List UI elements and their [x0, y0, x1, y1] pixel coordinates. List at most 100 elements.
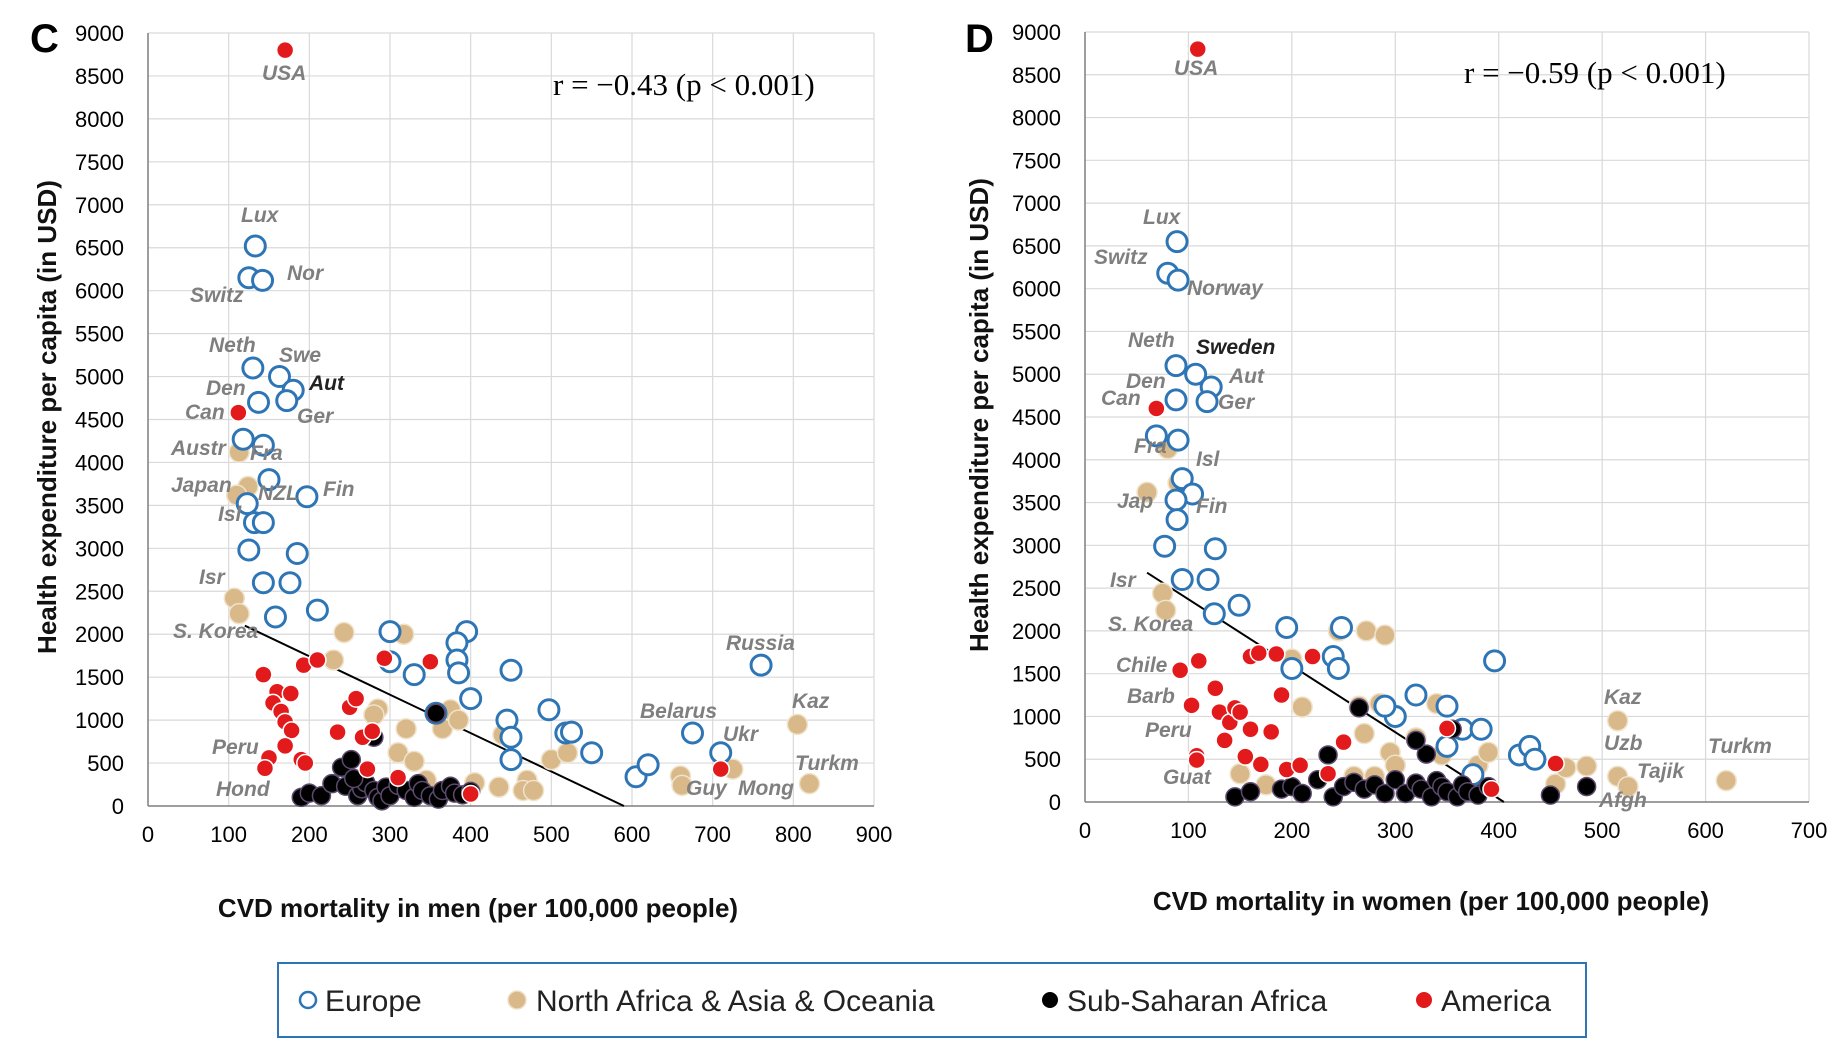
x-tick-label: 100: [210, 822, 247, 847]
y-tick-label: 2500: [1012, 576, 1061, 601]
point-north-africa-asia-oceania: [1353, 722, 1376, 745]
label-guat: Guat: [1163, 766, 1212, 789]
y-tick-label: 7500: [1012, 148, 1061, 173]
y-tick-label: 500: [1024, 747, 1061, 772]
point-north-africa-asia-oceania: [1715, 769, 1738, 792]
y-tick-label: 5000: [75, 365, 124, 390]
point-europe: [1144, 424, 1168, 448]
label-can: Can: [1101, 387, 1141, 410]
y-tick-label: 3500: [1012, 491, 1061, 516]
point-north-africa-asia-oceania: [798, 772, 821, 795]
y-tick-label: 2000: [75, 622, 124, 647]
point-europe: [1227, 593, 1251, 617]
point-america: [1261, 722, 1281, 742]
label-barb: Barb: [1127, 685, 1175, 708]
y-tick-label: 6500: [75, 236, 124, 261]
point-america: [1267, 644, 1286, 664]
label-switz: Switz: [1094, 246, 1148, 269]
point-europe: [537, 698, 561, 722]
point-america: [1249, 643, 1269, 663]
point-europe: [1184, 362, 1208, 386]
point-europe: [402, 663, 426, 687]
label-isl: Isl: [1196, 448, 1221, 471]
point-europe: [257, 468, 281, 492]
y-tick-label: 1500: [75, 665, 124, 690]
point-europe: [1435, 734, 1459, 758]
point-sub-saharan-africa: [1576, 776, 1597, 797]
point-sub-saharan-africa: [1385, 770, 1406, 790]
label-russia: Russia: [726, 632, 795, 655]
y-tick-label: 500: [87, 751, 124, 776]
label-peru: Peru: [212, 736, 259, 759]
x-tick-label: 200: [1273, 818, 1310, 843]
y-tick-label: 4000: [75, 450, 124, 475]
point-europe: [636, 753, 660, 777]
panel-c-x-axis-title: CVD mortality in men (per 100,000 people…: [218, 893, 738, 923]
point-europe: [1202, 602, 1226, 626]
point-europe: [1195, 390, 1219, 414]
label-chile: Chile: [1116, 654, 1168, 677]
point-europe: [1326, 657, 1350, 681]
point-america: [1546, 754, 1565, 773]
legend-marker-europe: [298, 990, 318, 1010]
label-lux: Lux: [241, 204, 280, 227]
legend-item-europe: Europe: [298, 985, 422, 1018]
point-europe: [1164, 488, 1188, 512]
y-tick-label: 2000: [1012, 619, 1061, 644]
point-sub-saharan-africa: [1318, 745, 1338, 765]
point-america: [1170, 660, 1190, 680]
label-neth: Neth: [1128, 329, 1175, 352]
label-ger: Ger: [1218, 391, 1256, 414]
point-europe: [278, 571, 302, 595]
point-north-africa-asia-oceania: [403, 750, 425, 773]
label-kaz: Kaz: [792, 690, 830, 713]
point-europe: [1280, 657, 1304, 681]
point-europe: [378, 620, 402, 644]
panel-d-annotations: USA Lux Switz Norway Neth Sweden Den Aut…: [1094, 57, 1772, 812]
point-europe: [499, 725, 523, 749]
label-turkm: Turkm: [1708, 735, 1772, 758]
label-kaz: Kaz: [1604, 686, 1642, 709]
point-europe: [251, 571, 275, 595]
panel-d-points: [1136, 39, 1738, 807]
label-austr: Austr: [170, 437, 228, 460]
point-sub-saharan-africa: [1375, 783, 1395, 804]
x-tick-label: 300: [1377, 818, 1414, 843]
point-america: [1182, 696, 1201, 715]
panel-letter-c: C: [30, 17, 59, 61]
legend: Europe North Africa & Asia & Oceania Sub…: [277, 962, 1587, 1038]
label-mong: Mong: [738, 777, 794, 800]
label-uzb: Uzb: [1604, 732, 1643, 755]
x-tick-label: 200: [291, 822, 328, 847]
point-north-africa-asia-oceania: [556, 741, 579, 764]
x-tick-label: 400: [1480, 818, 1517, 843]
point-north-africa-asia-oceania: [1374, 624, 1396, 646]
label-s-korea: S. Korea: [1108, 613, 1194, 636]
point-america: [1303, 647, 1322, 666]
panel-c-y-ticks: 0 500 1000 1500 2000 2500 3000 3500 4000 4500 5000…: [75, 21, 124, 819]
point-north-africa-asia-oceania: [488, 776, 510, 798]
point-america: [421, 652, 440, 671]
label-s-korea: S. Korea: [173, 620, 259, 643]
label-ger: Ger: [297, 405, 335, 428]
point-europe: [1164, 388, 1188, 412]
y-tick-label: 5500: [75, 322, 124, 347]
y-tick-label: 5500: [1012, 319, 1061, 344]
y-tick-label: 6500: [1012, 234, 1061, 259]
point-europe: [681, 721, 704, 745]
x-tick-label: 700: [1791, 818, 1828, 843]
label-aut: Aut: [1228, 365, 1265, 388]
point-america: [1272, 685, 1291, 705]
point-europe: [1373, 694, 1397, 718]
point-europe: [263, 605, 287, 629]
point-america: [229, 403, 248, 422]
point-america: [1188, 39, 1207, 59]
y-tick-label: 5000: [1012, 362, 1061, 387]
panel-d-gridlines: [1084, 31, 1810, 803]
legend-item-asia: North Africa & Asia & Oceania: [507, 985, 935, 1018]
legend-label-america: America: [1441, 985, 1551, 1018]
point-america: [1290, 755, 1310, 775]
label-fra: Fra: [250, 442, 283, 465]
point-europe: [275, 389, 299, 413]
